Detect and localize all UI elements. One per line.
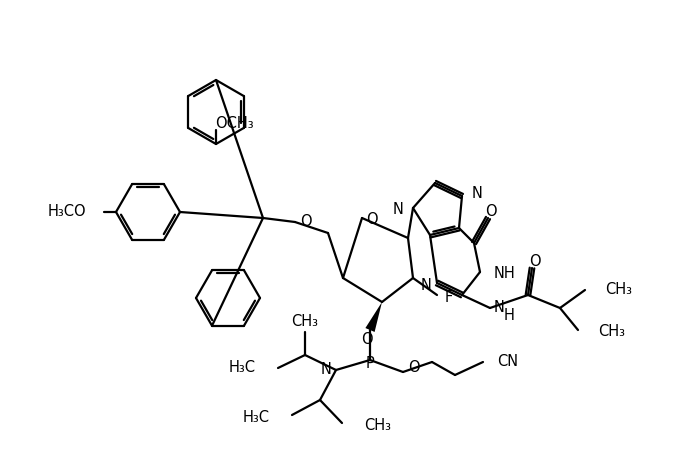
Text: NH: NH: [494, 266, 516, 281]
Text: CH₃: CH₃: [598, 325, 625, 340]
Text: O: O: [485, 203, 497, 218]
Text: CH₃: CH₃: [291, 315, 318, 330]
Text: O: O: [300, 213, 311, 228]
Text: H₃C: H₃C: [229, 360, 256, 375]
Text: H₃CO: H₃CO: [48, 204, 86, 219]
Text: N: N: [472, 187, 483, 202]
Text: H₃C: H₃C: [243, 410, 270, 425]
Polygon shape: [365, 302, 382, 332]
Text: CN: CN: [497, 355, 518, 370]
Text: CH₃: CH₃: [605, 282, 632, 297]
Text: CH₃: CH₃: [364, 419, 391, 434]
Text: N: N: [420, 278, 431, 293]
Text: OCH₃: OCH₃: [215, 117, 254, 132]
Text: F: F: [445, 290, 453, 305]
Text: P: P: [366, 355, 374, 370]
Text: O: O: [408, 360, 420, 375]
Text: N: N: [392, 202, 403, 217]
Text: O: O: [529, 253, 541, 268]
Text: H: H: [504, 309, 515, 324]
Text: N: N: [494, 300, 505, 315]
Text: O: O: [361, 332, 373, 347]
Text: O: O: [366, 212, 378, 227]
Text: N: N: [320, 362, 331, 377]
